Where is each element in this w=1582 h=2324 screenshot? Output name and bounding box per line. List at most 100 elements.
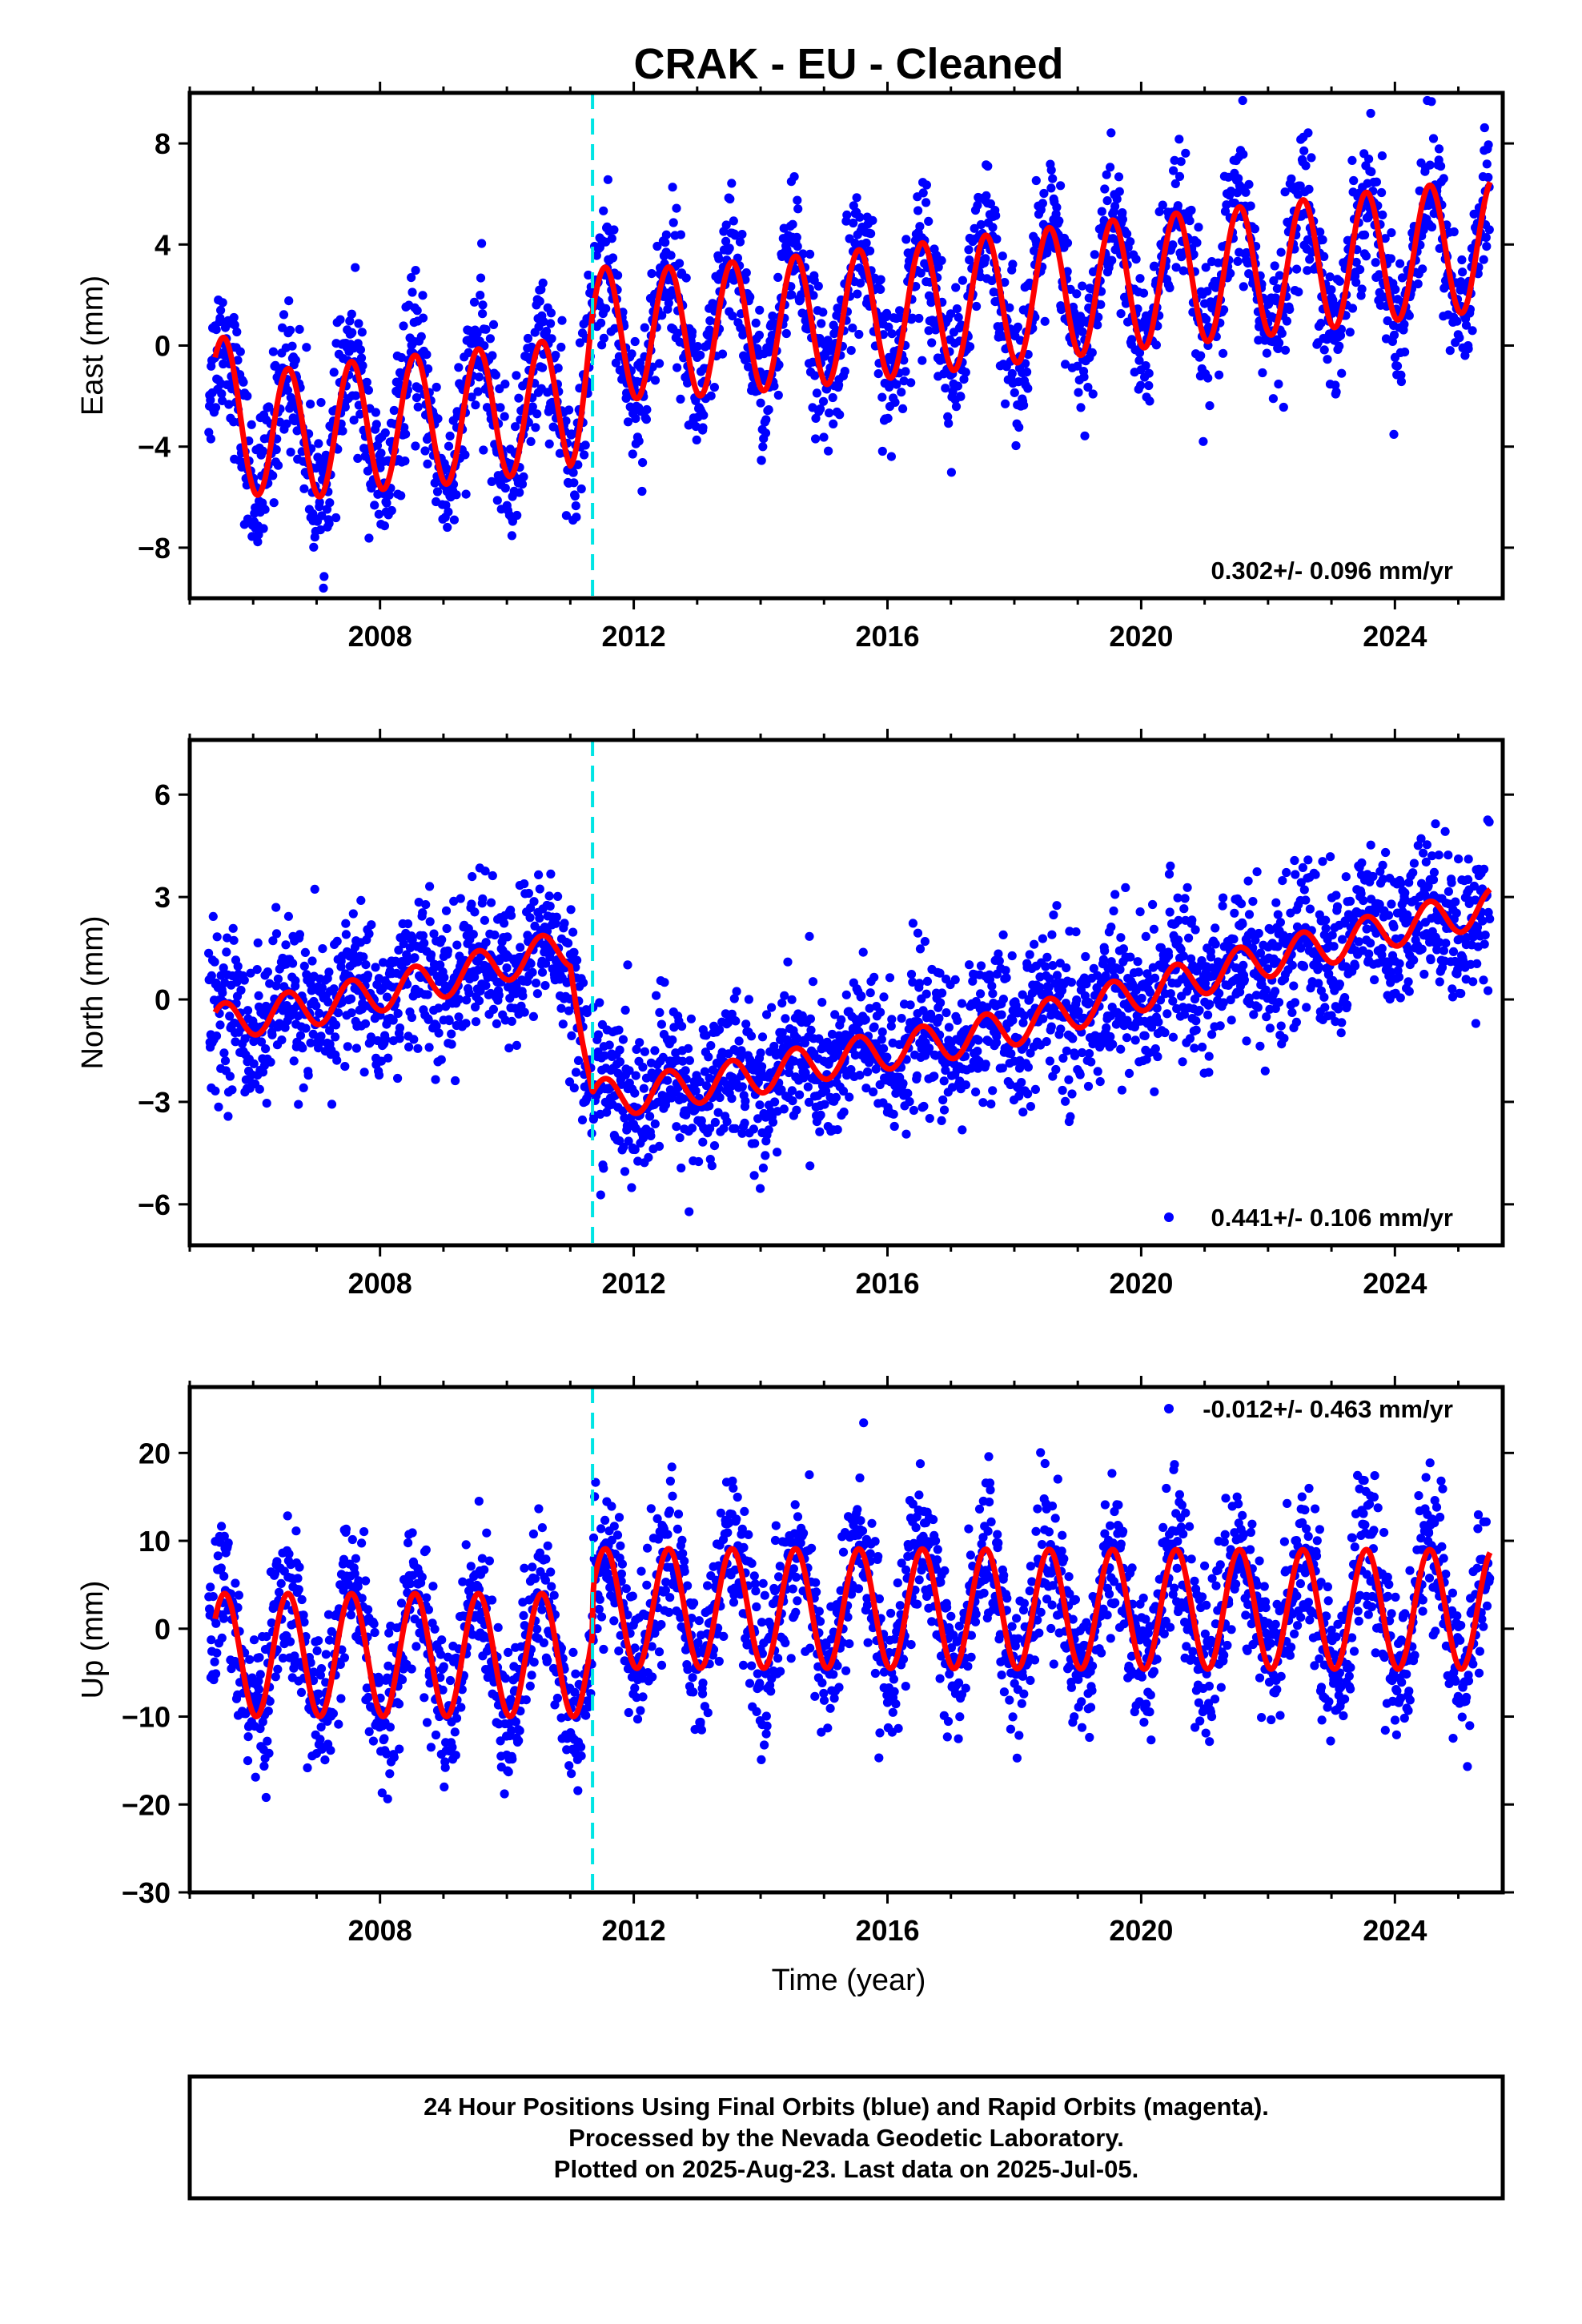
data-point bbox=[540, 981, 550, 991]
data-point bbox=[532, 409, 542, 419]
data-point bbox=[230, 320, 239, 330]
data-point bbox=[914, 979, 925, 988]
data-point bbox=[1191, 925, 1200, 935]
data-point bbox=[1052, 971, 1062, 980]
data-point bbox=[801, 1068, 810, 1078]
data-point bbox=[866, 229, 876, 239]
data-point bbox=[215, 1020, 225, 1030]
data-point bbox=[376, 1056, 386, 1066]
data-point bbox=[1164, 951, 1174, 961]
data-point bbox=[1026, 1102, 1035, 1112]
data-point bbox=[1152, 1003, 1162, 1013]
data-point bbox=[246, 968, 255, 978]
data-point bbox=[596, 1190, 605, 1200]
data-point bbox=[1413, 279, 1423, 289]
data-point bbox=[1327, 931, 1337, 940]
data-point bbox=[1347, 304, 1358, 313]
data-point bbox=[1039, 188, 1049, 199]
data-point bbox=[1054, 216, 1064, 226]
data-point bbox=[815, 1127, 825, 1136]
data-point bbox=[1148, 899, 1158, 910]
data-point bbox=[343, 1042, 352, 1051]
data-point bbox=[1229, 935, 1239, 944]
data-point bbox=[1023, 384, 1033, 393]
data-point bbox=[544, 891, 554, 901]
data-point bbox=[1242, 938, 1252, 947]
data-point bbox=[607, 234, 616, 243]
data-point bbox=[443, 946, 453, 955]
data-point bbox=[1316, 319, 1326, 328]
data-point bbox=[709, 383, 720, 392]
data-point bbox=[821, 1086, 831, 1096]
data-point bbox=[255, 1084, 264, 1094]
data-point bbox=[1341, 872, 1351, 882]
data-point bbox=[877, 392, 887, 402]
data-point bbox=[1078, 327, 1087, 336]
data-point bbox=[1319, 992, 1329, 1002]
data-point bbox=[640, 1047, 650, 1056]
data-point bbox=[861, 1015, 870, 1024]
data-point bbox=[362, 377, 371, 387]
data-point bbox=[601, 304, 611, 313]
data-point bbox=[1280, 187, 1290, 197]
data-point bbox=[845, 1092, 854, 1102]
data-point bbox=[546, 869, 556, 879]
data-point bbox=[730, 231, 740, 240]
data-point bbox=[256, 1037, 267, 1047]
data-point bbox=[541, 327, 552, 336]
data-point bbox=[779, 1104, 789, 1114]
data-point bbox=[953, 381, 962, 391]
data-point bbox=[1261, 985, 1271, 995]
data-point bbox=[1131, 255, 1141, 264]
data-point bbox=[958, 275, 967, 285]
data-point bbox=[271, 903, 281, 912]
data-point bbox=[722, 1117, 732, 1127]
plot-area bbox=[204, 93, 1494, 598]
data-point bbox=[1094, 312, 1103, 322]
data-point bbox=[367, 920, 376, 930]
data-point bbox=[302, 343, 311, 352]
data-point bbox=[687, 327, 697, 336]
data-point bbox=[515, 488, 524, 497]
data-point bbox=[460, 450, 470, 460]
data-point bbox=[1066, 1112, 1075, 1121]
data-point bbox=[1194, 223, 1203, 232]
data-point bbox=[911, 282, 921, 292]
data-point bbox=[575, 338, 585, 348]
data-point bbox=[1114, 187, 1124, 196]
data-point bbox=[1203, 287, 1212, 296]
data-point bbox=[219, 963, 228, 973]
data-point bbox=[599, 1164, 608, 1173]
data-point bbox=[919, 1101, 929, 1112]
data-point bbox=[319, 572, 329, 581]
data-point bbox=[1052, 901, 1062, 911]
data-point bbox=[1030, 939, 1039, 949]
data-point bbox=[416, 332, 426, 341]
data-point bbox=[494, 991, 504, 1000]
data-point bbox=[901, 235, 911, 244]
data-point bbox=[283, 385, 292, 395]
data-point bbox=[424, 1043, 434, 1052]
data-point bbox=[480, 915, 490, 925]
data-point bbox=[383, 1053, 393, 1063]
data-point bbox=[666, 251, 676, 260]
data-point bbox=[664, 298, 673, 308]
data-point bbox=[650, 1046, 660, 1055]
data-point bbox=[1319, 345, 1329, 355]
data-point bbox=[436, 1055, 446, 1064]
data-point bbox=[846, 1065, 856, 1075]
data-point bbox=[1178, 1057, 1187, 1067]
data-point bbox=[783, 957, 793, 967]
data-point bbox=[552, 912, 561, 922]
data-point bbox=[660, 978, 669, 987]
data-point bbox=[906, 378, 916, 388]
data-point bbox=[454, 995, 464, 1004]
data-point bbox=[1088, 389, 1098, 399]
data-point bbox=[402, 950, 412, 959]
data-point bbox=[1180, 894, 1190, 903]
data-point bbox=[481, 938, 491, 947]
data-point bbox=[899, 356, 909, 365]
data-point bbox=[1268, 394, 1278, 404]
data-point bbox=[481, 981, 491, 991]
data-point bbox=[1274, 380, 1283, 389]
